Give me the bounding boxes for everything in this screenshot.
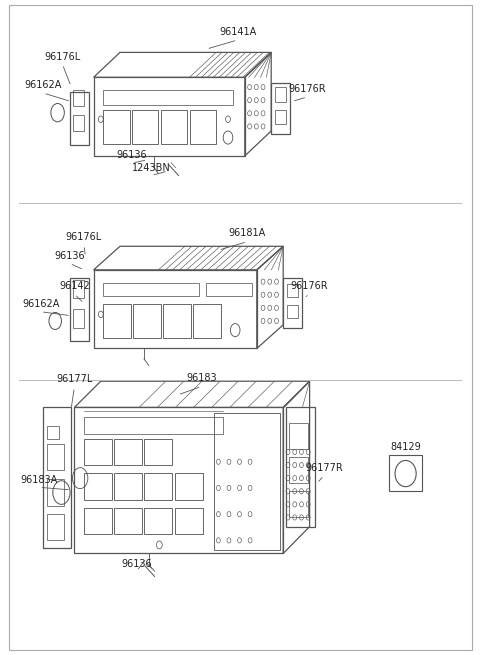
Text: 96162A: 96162A bbox=[22, 299, 60, 309]
Bar bbox=[144, 508, 172, 534]
Bar bbox=[114, 473, 142, 500]
Bar bbox=[84, 473, 112, 500]
Text: 96177L: 96177L bbox=[56, 375, 93, 384]
Bar bbox=[47, 479, 64, 506]
Bar bbox=[133, 304, 161, 338]
Bar bbox=[73, 115, 84, 131]
Bar bbox=[84, 417, 223, 434]
Bar bbox=[114, 439, 142, 465]
Bar bbox=[163, 304, 191, 338]
Bar bbox=[283, 278, 302, 328]
Text: 84129: 84129 bbox=[390, 442, 421, 452]
Text: 96176R: 96176R bbox=[288, 84, 326, 94]
Bar bbox=[389, 455, 422, 491]
Bar bbox=[47, 426, 59, 439]
Text: 96136: 96136 bbox=[117, 151, 147, 160]
Bar bbox=[275, 110, 286, 124]
Text: 96141A: 96141A bbox=[219, 27, 256, 37]
Text: 96142: 96142 bbox=[59, 282, 90, 291]
Bar bbox=[73, 90, 84, 106]
Bar bbox=[175, 473, 203, 500]
Bar bbox=[114, 508, 142, 534]
Bar bbox=[47, 514, 64, 540]
Bar bbox=[103, 90, 233, 105]
Bar bbox=[286, 407, 315, 527]
Text: 96136: 96136 bbox=[54, 251, 85, 261]
Bar bbox=[287, 284, 298, 297]
Bar bbox=[289, 423, 308, 449]
Bar bbox=[103, 110, 130, 144]
Bar bbox=[144, 439, 172, 465]
Text: 96176L: 96176L bbox=[66, 233, 102, 242]
Bar bbox=[70, 92, 89, 145]
Text: 96181A: 96181A bbox=[228, 229, 266, 238]
Bar bbox=[161, 110, 187, 144]
Text: 96162A: 96162A bbox=[24, 81, 62, 90]
Bar bbox=[73, 309, 84, 328]
Bar bbox=[214, 413, 280, 550]
Bar bbox=[206, 283, 252, 296]
Bar bbox=[193, 304, 221, 338]
Bar bbox=[47, 444, 64, 470]
Bar bbox=[84, 439, 112, 465]
Bar bbox=[73, 280, 84, 298]
Bar bbox=[103, 304, 131, 338]
Text: 96136: 96136 bbox=[121, 559, 152, 569]
Bar bbox=[190, 110, 216, 144]
Bar bbox=[103, 283, 199, 296]
Bar bbox=[287, 305, 298, 318]
Bar bbox=[289, 457, 308, 483]
Bar bbox=[175, 508, 203, 534]
Bar bbox=[43, 407, 71, 548]
Bar bbox=[132, 110, 158, 144]
Text: 96183A: 96183A bbox=[21, 475, 58, 485]
Text: 96176L: 96176L bbox=[44, 52, 81, 62]
Bar bbox=[289, 491, 308, 517]
Text: 96176R: 96176R bbox=[291, 282, 328, 291]
Bar bbox=[70, 278, 89, 341]
Text: 96183: 96183 bbox=[186, 373, 217, 383]
Bar bbox=[144, 473, 172, 500]
Bar bbox=[275, 87, 286, 102]
Text: 96177R: 96177R bbox=[305, 463, 343, 473]
Bar bbox=[84, 508, 112, 534]
Bar bbox=[271, 83, 290, 134]
Text: 1243BN: 1243BN bbox=[132, 163, 170, 173]
